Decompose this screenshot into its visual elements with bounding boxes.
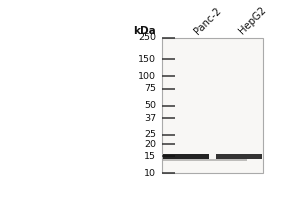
Text: 150: 150 [138,55,156,64]
Text: 10: 10 [144,169,156,178]
Text: 20: 20 [144,140,156,149]
Text: 75: 75 [144,84,156,93]
Bar [163,159,247,161]
Bar [216,154,262,159]
Text: 37: 37 [144,114,156,123]
Bar [163,154,209,159]
Text: 100: 100 [138,72,156,81]
Text: 25: 25 [144,130,156,139]
Text: 15: 15 [144,152,156,161]
Text: Panc-2: Panc-2 [193,6,223,36]
Text: 50: 50 [144,101,156,110]
Text: HepG2: HepG2 [237,5,268,36]
Text: kDa: kDa [133,26,156,36]
Text: 250: 250 [138,33,156,42]
